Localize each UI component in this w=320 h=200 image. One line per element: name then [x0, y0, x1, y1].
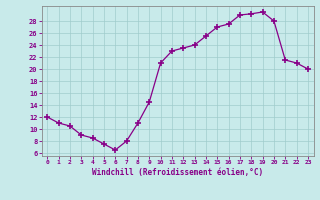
X-axis label: Windchill (Refroidissement éolien,°C): Windchill (Refroidissement éolien,°C) — [92, 168, 263, 177]
